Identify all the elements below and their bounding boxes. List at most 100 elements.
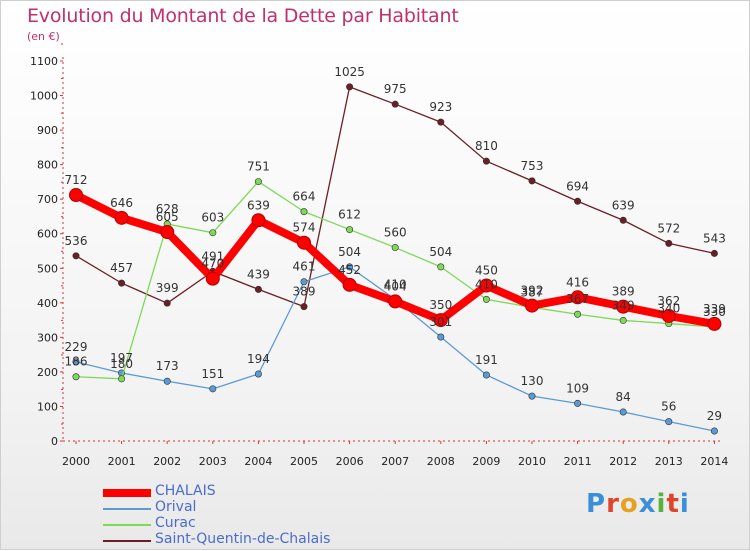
y-tick-label: 700 [37,193,58,206]
y-tick-label: 400 [37,297,58,310]
data-point [160,225,175,239]
data-label: 461 [293,260,316,274]
data-label: 151 [201,367,224,381]
data-label: 628 [156,202,179,216]
data-point [300,303,308,311]
x-tick-label: 2003 [199,455,227,468]
data-point [665,418,673,426]
data-label: 574 [293,221,316,235]
data-label: 339 [703,302,726,316]
legend-label: Saint-Quentin-de-Chalais [155,531,331,547]
y-tick-label: 1000 [30,90,58,103]
data-label: 109 [566,381,589,395]
data-label: 130 [521,374,544,388]
data-label: 504 [429,245,452,259]
data-label: 410 [475,277,498,291]
data-label: 605 [156,210,179,224]
data-label: 416 [566,275,589,289]
x-tick-label: 2011 [564,455,592,468]
data-point [346,263,354,271]
data-point [479,278,494,293]
data-point [391,244,399,252]
data-label: 350 [429,298,452,312]
x-tick-label: 2007 [381,455,409,468]
data-label: 639 [247,198,270,212]
data-label: 362 [657,294,680,308]
data-label: 543 [703,231,726,245]
data-label: 457 [110,261,133,275]
y-tick-label: 800 [37,159,58,172]
x-tick-label: 2002 [153,455,181,468]
data-point [437,333,445,341]
y-tick-label: 500 [37,262,58,275]
data-point [574,310,582,318]
data-point [661,308,676,323]
data-label: 387 [521,285,544,299]
data-point [346,226,354,234]
data-point [72,252,80,260]
data-label: 452 [338,263,361,277]
data-point [570,290,585,305]
data-label: 491 [201,249,224,263]
legend-item: Orival [101,499,361,517]
x-tick-label: 2000 [62,455,90,468]
data-point [205,271,220,286]
data-label: 470 [201,257,224,271]
legend-swatch [103,489,151,497]
legend: CHALAIS Orival Curac Saint-Quentin-de-Chala… [101,483,361,549]
data-point [118,375,126,383]
data-point [254,178,262,186]
data-label: 810 [475,139,498,153]
x-tick-label: 2001 [108,455,136,468]
legend-item: CHALAIS [101,483,361,501]
legend-swatch [103,508,151,510]
data-label: 712 [65,173,88,187]
data-point [482,371,490,379]
data-point [163,299,171,307]
data-label: 751 [247,160,270,174]
legend-label: Orival [155,499,197,515]
data-label: 975 [384,82,407,96]
x-tick-label: 2012 [609,455,637,468]
data-point [254,370,262,378]
data-label: 84 [616,390,631,404]
data-point [342,277,357,292]
data-point [209,385,217,393]
data-point [114,210,129,225]
data-point [72,358,80,366]
data-point [251,213,266,228]
data-point [163,377,171,385]
chart-unit: (en €) [27,30,60,43]
logo-letter: o [619,489,639,519]
data-point [300,278,308,286]
data-label: 572 [657,221,680,235]
data-label: 197 [110,351,133,365]
logo-letter: i [679,489,690,519]
data-point [297,235,311,250]
data-label: 399 [156,281,179,295]
data-label: 639 [612,198,635,212]
x-tick-label: 2008 [427,455,455,468]
data-label: 664 [293,190,316,204]
data-label: 923 [429,100,452,114]
data-point [707,316,722,331]
data-point [437,118,445,126]
data-point [525,298,539,313]
legend-label: Curac [155,515,196,531]
data-point [574,197,582,205]
data-label: 450 [475,264,498,278]
y-tick-label: 100 [37,400,58,413]
data-point [710,427,718,435]
chart-title: Evolution du Montant de la Dette par Hab… [27,5,459,27]
data-point [574,399,582,407]
legend-item: Saint-Quentin-de-Chalais [101,531,361,549]
data-point [482,295,490,303]
legend-item: Curac [101,515,361,533]
data-label: 186 [65,355,88,369]
data-label: 389 [612,285,635,299]
data-label: 753 [521,159,544,173]
x-tick-label: 2006 [336,455,364,468]
logo-letter: r [606,489,620,519]
